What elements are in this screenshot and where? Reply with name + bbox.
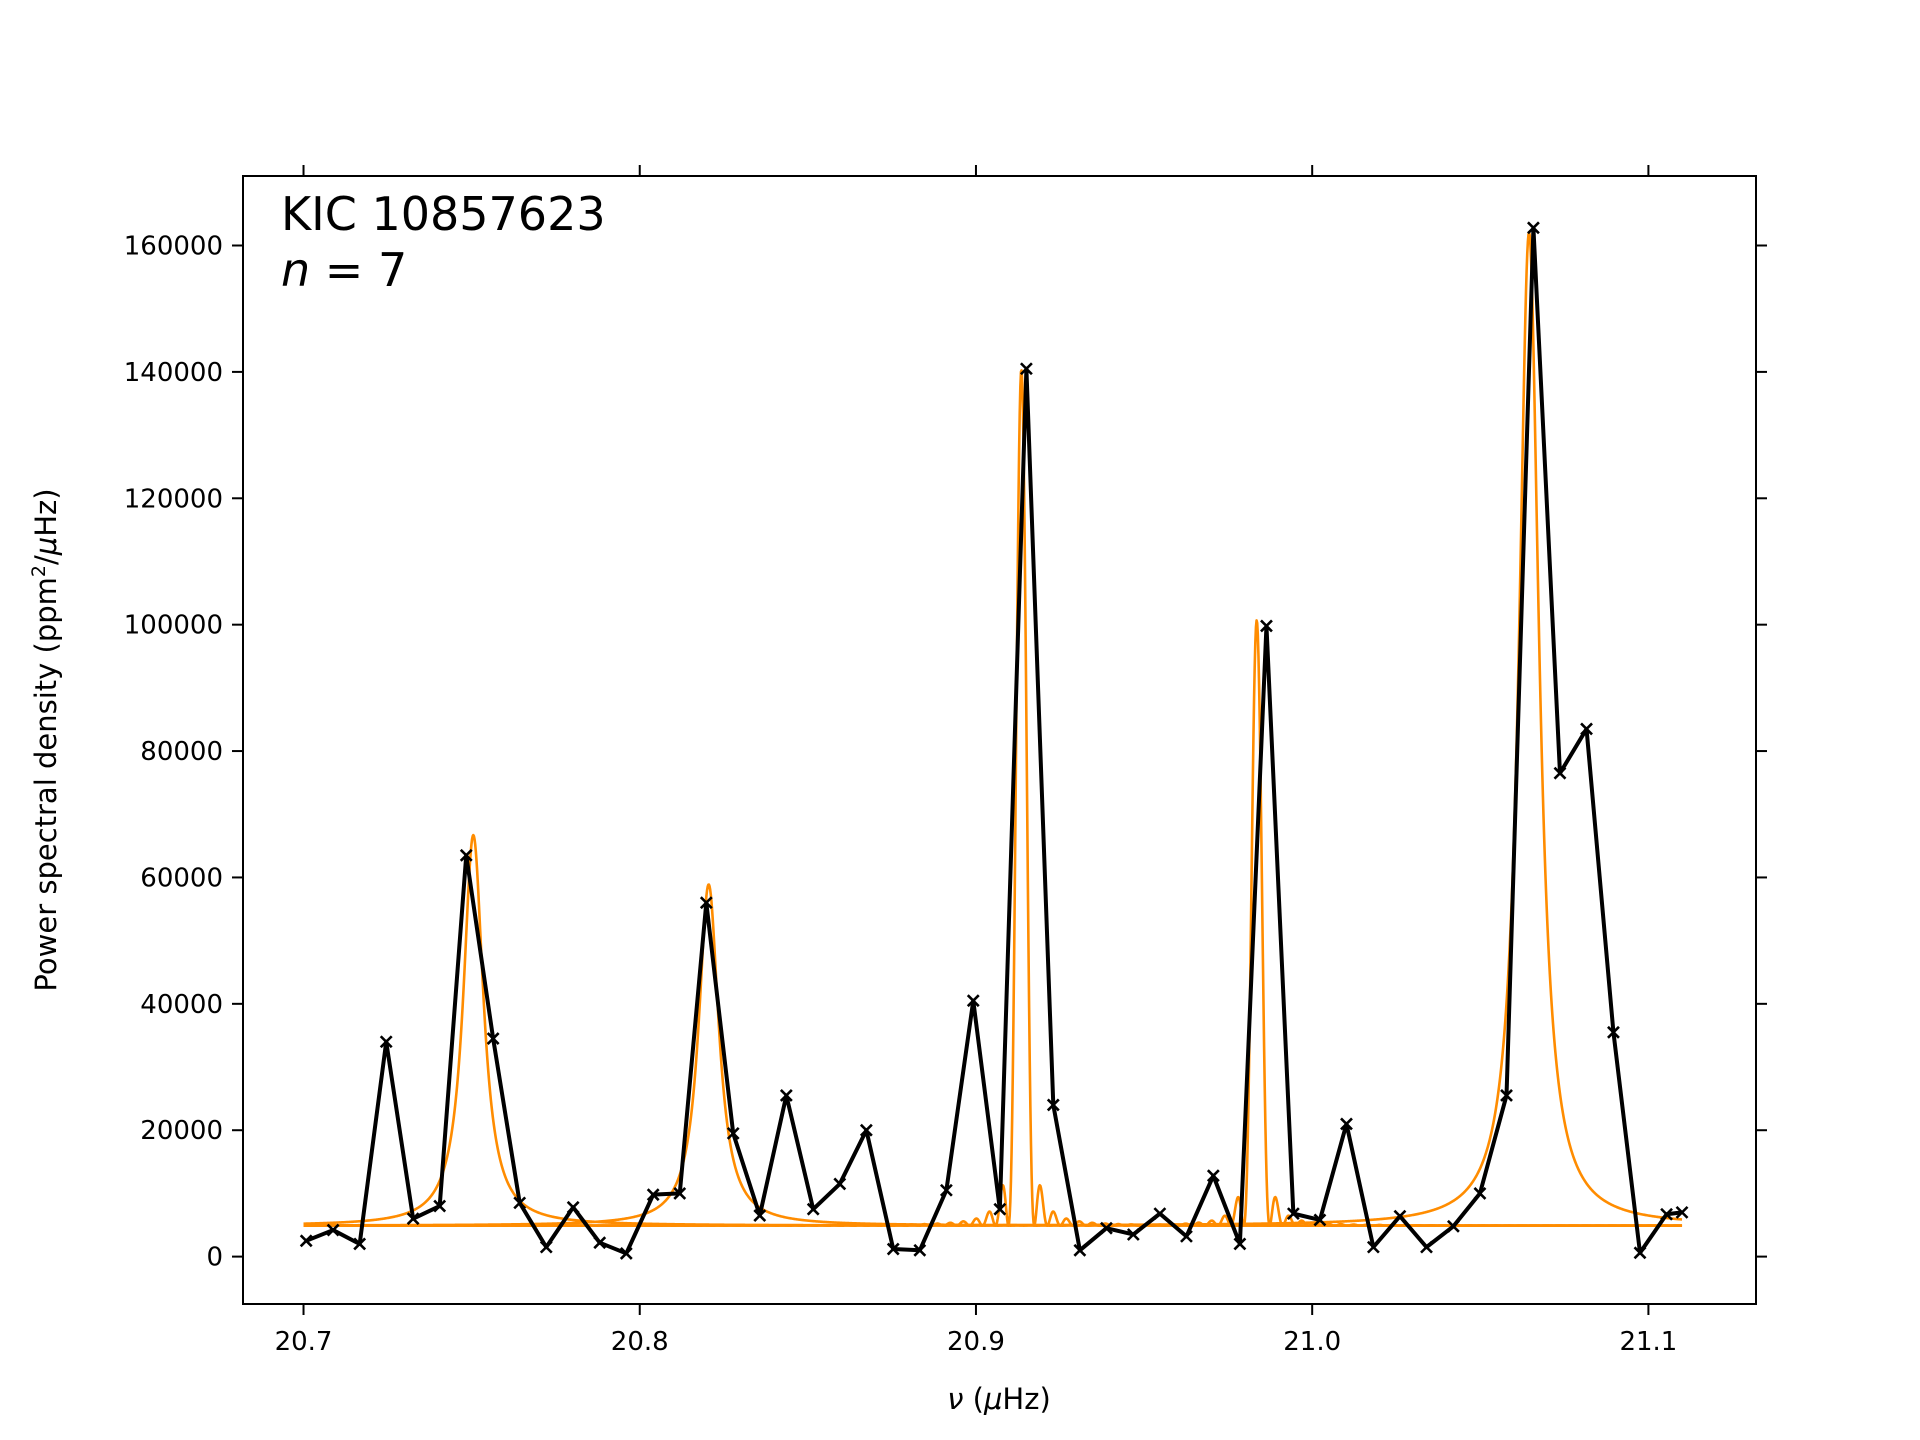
data-point-marker — [726, 1126, 740, 1140]
data-point-marker — [619, 1247, 633, 1260]
data-point-marker — [433, 1199, 447, 1213]
x-tick-label: 21.1 — [1619, 1327, 1677, 1357]
model-curve — [302, 231, 1683, 1227]
annotation-n-symbol: n — [281, 243, 310, 297]
data-point-marker — [1446, 1219, 1460, 1233]
data-point-marker — [939, 1183, 953, 1197]
data-series — [299, 221, 1689, 1260]
data-point-marker — [1046, 1098, 1060, 1112]
data-point-marker — [913, 1243, 927, 1257]
y-axis-label-mu: μ — [29, 537, 63, 556]
data-point-marker — [753, 1209, 767, 1222]
y-tick-label: 80000 — [140, 737, 223, 767]
y-axis-label-pre: Power spectral density (ppm — [29, 577, 63, 991]
data-point-marker — [1393, 1209, 1407, 1223]
data-line — [305, 225, 1683, 1256]
annotation-n-value: = 7 — [310, 243, 407, 297]
data-point-marker — [1126, 1228, 1140, 1241]
y-tick-label: 40000 — [140, 990, 223, 1020]
data-point-marker — [1286, 1207, 1300, 1221]
model-curve — [302, 883, 1683, 1227]
x-axis-label-post: Hz) — [1002, 1382, 1050, 1416]
data-point-marker — [1553, 766, 1567, 780]
data-point-marker — [593, 1236, 607, 1250]
data-point-marker — [1660, 1207, 1673, 1221]
data-point-marker — [779, 1089, 793, 1102]
data-point-marker — [833, 1177, 847, 1191]
data-point-marker — [486, 1032, 500, 1046]
data-point-marker — [459, 848, 473, 862]
x-tick-label: 21.0 — [1283, 1327, 1341, 1357]
data-point-marker — [646, 1188, 660, 1202]
data-point-marker — [1633, 1246, 1647, 1260]
data-point-marker — [299, 1234, 313, 1248]
data-point-marker — [1260, 619, 1273, 633]
data-point-marker — [539, 1240, 553, 1254]
data-point-marker — [1675, 1205, 1689, 1219]
y-axis-label-post: Hz) — [29, 488, 63, 536]
data-point-marker — [1073, 1243, 1087, 1257]
y-tick-label: 0 — [206, 1243, 223, 1273]
x-tick-label: 20.9 — [947, 1327, 1005, 1357]
model-curve — [302, 369, 1683, 1227]
x-axis-label: ν (μHz) — [947, 1382, 1051, 1416]
plot-frame — [242, 175, 1757, 1305]
data-point-marker — [353, 1237, 367, 1251]
data-point-marker — [1580, 722, 1593, 736]
data-point-marker — [1500, 1089, 1513, 1102]
data-point-marker — [379, 1035, 393, 1049]
y-tick-label: 140000 — [124, 358, 223, 388]
data-point-marker — [1527, 221, 1540, 235]
data-point-marker — [406, 1212, 420, 1226]
data-point-marker — [1366, 1240, 1380, 1254]
data-point-marker — [1180, 1229, 1193, 1243]
y-axis-label-mid: / — [29, 555, 63, 565]
data-point-marker — [1153, 1207, 1167, 1221]
y-axis-label: Power spectral density (ppm2/μHz) — [28, 488, 63, 991]
data-point-marker — [1206, 1169, 1220, 1183]
x-axis-label-pre: ( — [963, 1382, 984, 1416]
data-point-marker — [1313, 1213, 1327, 1227]
data-point-marker — [993, 1202, 1007, 1216]
y-tick-label: 20000 — [140, 1116, 223, 1146]
x-axis-label-symbol: ν — [947, 1382, 963, 1416]
y-tick-label: 60000 — [140, 863, 223, 893]
data-point-marker — [859, 1123, 873, 1137]
x-axis-label-mu: μ — [983, 1382, 1002, 1416]
data-point-marker — [1100, 1221, 1113, 1235]
y-tick-label: 120000 — [124, 484, 223, 514]
data-point-marker — [673, 1186, 687, 1200]
annotation-radial-order: n = 7 — [281, 243, 407, 297]
data-point-marker — [886, 1242, 900, 1256]
data-point-marker — [1607, 1025, 1620, 1039]
y-axis-label-sup: 2 — [28, 565, 50, 577]
x-tick-label: 20.7 — [275, 1327, 333, 1357]
data-point-marker — [1340, 1117, 1353, 1131]
data-point-marker — [806, 1202, 820, 1216]
data-point-marker — [1233, 1237, 1247, 1251]
data-point-marker — [513, 1196, 527, 1210]
x-tick-label: 20.8 — [611, 1327, 669, 1357]
y-tick-label: 160000 — [124, 232, 223, 262]
x-axis: 20.7 20.8 20.9 21.0 21.1 — [275, 165, 1677, 1357]
data-point-marker — [699, 896, 713, 910]
data-point-marker — [1473, 1186, 1487, 1200]
data-point-marker — [966, 994, 980, 1008]
data-point-marker — [1019, 362, 1033, 376]
data-point-marker — [326, 1223, 340, 1237]
data-point-marker — [566, 1200, 580, 1214]
annotation-star-id: KIC 10857623 — [281, 187, 606, 241]
y-tick-label: 100000 — [124, 611, 223, 641]
y-axis: 0 20000 40000 60000 80000 100000 120000 140000 1… — [124, 232, 1767, 1273]
data-point-marker — [1420, 1240, 1433, 1254]
model-series — [302, 231, 1683, 1227]
